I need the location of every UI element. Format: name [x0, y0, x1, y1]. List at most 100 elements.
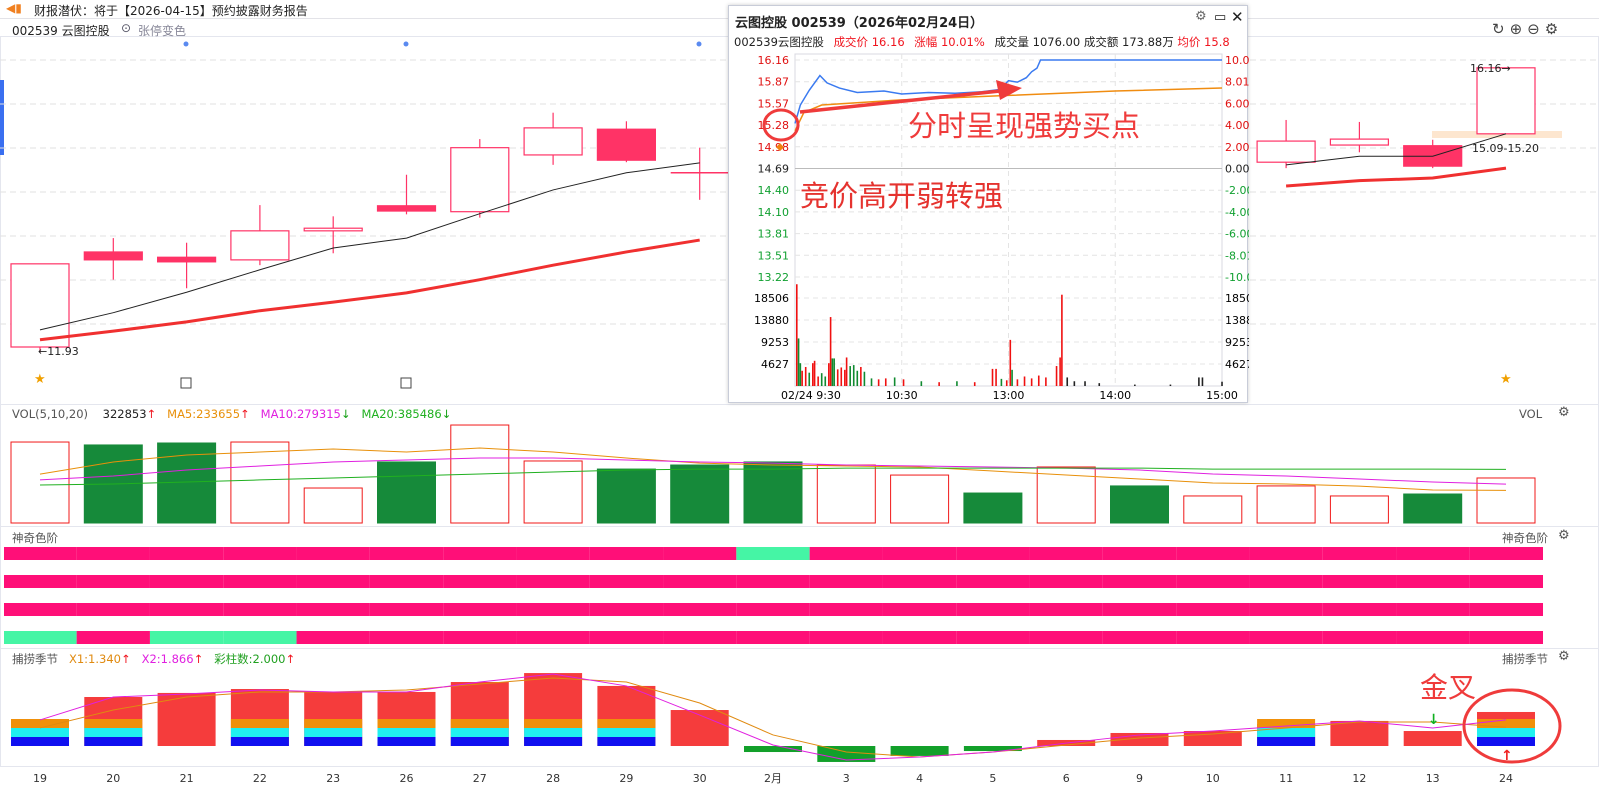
date-tick: 26	[400, 772, 414, 785]
color-scale-cell	[882, 547, 957, 560]
intraday-volume-bar	[852, 365, 855, 386]
speaker-icon: ◀▮	[6, 1, 22, 15]
intraday-volume-bar	[973, 382, 976, 386]
ma-line-long	[39, 238, 700, 342]
ma-line-short	[1286, 133, 1507, 166]
season-layer-orange	[377, 719, 436, 728]
price-tick: 13.81	[758, 228, 790, 241]
season-legend: 捕捞季节 X1:1.340↑ X2:1.866↑ 彩柱数:2.000↑	[12, 651, 295, 667]
star-icon: ★	[34, 372, 46, 387]
rotate-icon[interactable]: ↻	[1492, 20, 1510, 38]
date-tick: 4	[916, 772, 923, 785]
event-dot	[403, 41, 409, 47]
season-layer-orange	[84, 719, 143, 728]
date-tick: 6	[1063, 772, 1070, 785]
limit-color-toggle[interactable]: 张停变色	[138, 24, 187, 38]
vol-tick: 18506	[754, 292, 789, 305]
date-tick: 23	[326, 772, 340, 785]
intraday-volume-bar	[833, 358, 835, 386]
color-scale-cell	[956, 575, 1030, 588]
event-dot	[696, 41, 702, 47]
vol-title: VOL(5,10,20)	[12, 407, 88, 421]
season-layer-orange	[524, 719, 583, 728]
earnings-notice[interactable]: 财报潜伏：将于【2026-04-15】预约披露财务报告	[34, 4, 308, 18]
volume-bar	[1036, 466, 1096, 524]
season-layer-blue	[304, 737, 363, 746]
pct-tick: -6.00%	[1225, 228, 1249, 241]
season-x1-line	[39, 677, 1507, 758]
popup-change: 涨幅 10.01%	[914, 35, 985, 49]
gear-icon[interactable]: ⚙	[1558, 405, 1570, 420]
color-scale-cell	[736, 547, 810, 560]
vol-ma20: MA20:385486	[361, 407, 442, 421]
pct-tick: -4.00%	[1225, 206, 1249, 219]
intraday-volume-bar	[808, 372, 811, 386]
popup-avg: 均价 15.8	[1177, 35, 1230, 49]
intraday-volume-bar	[1023, 376, 1026, 386]
time-tick: 10:30	[886, 389, 918, 402]
color-scale-cell	[149, 547, 224, 560]
season-x2-line	[39, 673, 1507, 761]
arrow-up-icon: ↑	[120, 652, 131, 666]
gear-icon[interactable]: ⚙	[1558, 649, 1570, 664]
intraday-popup[interactable]: 云图控股 002539（2026年02月24日） ⚙ ▭ ✕ 002539云图控…	[728, 5, 1249, 403]
color-scale-cell	[1469, 631, 1543, 644]
arrow-up-icon: ↑	[193, 652, 204, 666]
price-tick: 14.98	[758, 141, 790, 154]
color-scale-cell	[882, 575, 957, 588]
intraday-volume-bar	[813, 360, 816, 386]
color-scale-cell	[1029, 603, 1103, 616]
date-tick: 3	[843, 772, 850, 785]
chevron-down-icon[interactable]: ⊙	[121, 21, 132, 35]
season-layer-cyan	[230, 728, 289, 737]
color-scale-cell	[369, 575, 444, 588]
arrow-up-icon: ↑	[285, 652, 296, 666]
season-layer-orange	[450, 719, 509, 728]
date-tick: 28	[546, 772, 560, 785]
intraday-volume-bar	[812, 363, 814, 386]
arrow-up-icon: ↑	[240, 407, 250, 421]
intraday-volume-bar	[797, 338, 800, 386]
color-scale-cell	[1029, 575, 1103, 588]
zoom-in-icon[interactable]: ⊕	[1509, 20, 1528, 38]
color-scale-cell	[443, 631, 517, 644]
volume-bar	[743, 461, 803, 524]
gear-icon[interactable]: ⚙	[1544, 20, 1564, 38]
color-scale-cell	[443, 575, 517, 588]
intraday-volume-bar	[1005, 380, 1008, 386]
date-tick: 19	[33, 772, 47, 785]
maximize-icon[interactable]: ▭	[1214, 10, 1227, 25]
color-scale-cell	[1249, 603, 1323, 616]
intraday-volume-bar	[836, 369, 839, 386]
color-scale-cell	[1102, 631, 1177, 644]
close-icon[interactable]: ✕	[1231, 8, 1244, 26]
zoom-out-icon[interactable]: ⊖	[1527, 20, 1545, 38]
intraday-volume-bar	[1073, 381, 1076, 386]
season-layer-blue	[11, 737, 69, 746]
volume-bar	[10, 441, 70, 524]
ma-line-short	[39, 162, 700, 331]
gear-icon[interactable]: ⚙	[1195, 9, 1207, 24]
intraday-volume-bar	[824, 376, 827, 386]
intraday-volume-bar	[820, 373, 823, 386]
popup-title: 云图控股 002539（2026年02月24日）	[735, 16, 984, 31]
pct-tick: -8.01%	[1225, 249, 1249, 262]
intraday-volume-bar	[1045, 377, 1047, 386]
price-tick: 15.28	[758, 119, 790, 132]
gear-icon[interactable]: ⚙	[1558, 528, 1570, 543]
price-tick: 14.40	[758, 184, 790, 197]
price-tick: 16.16	[758, 54, 790, 67]
intraday-volume-bar	[804, 366, 807, 386]
season-bar	[963, 746, 1022, 752]
intraday-volume-bar	[1221, 381, 1223, 386]
color-scale-cell	[76, 547, 150, 560]
intraday-volume-bar	[860, 366, 862, 386]
season-layer-cyan	[1257, 728, 1316, 737]
time-tick: 02/24 9:30	[781, 389, 841, 402]
date-tick: 22	[253, 772, 267, 785]
color-scale-cell	[1396, 603, 1470, 616]
candle	[157, 256, 217, 263]
volume-bar	[1476, 477, 1536, 524]
popup-amount: 成交额 173.88万	[1083, 35, 1174, 49]
arrow-down-icon: ↓	[340, 407, 351, 421]
